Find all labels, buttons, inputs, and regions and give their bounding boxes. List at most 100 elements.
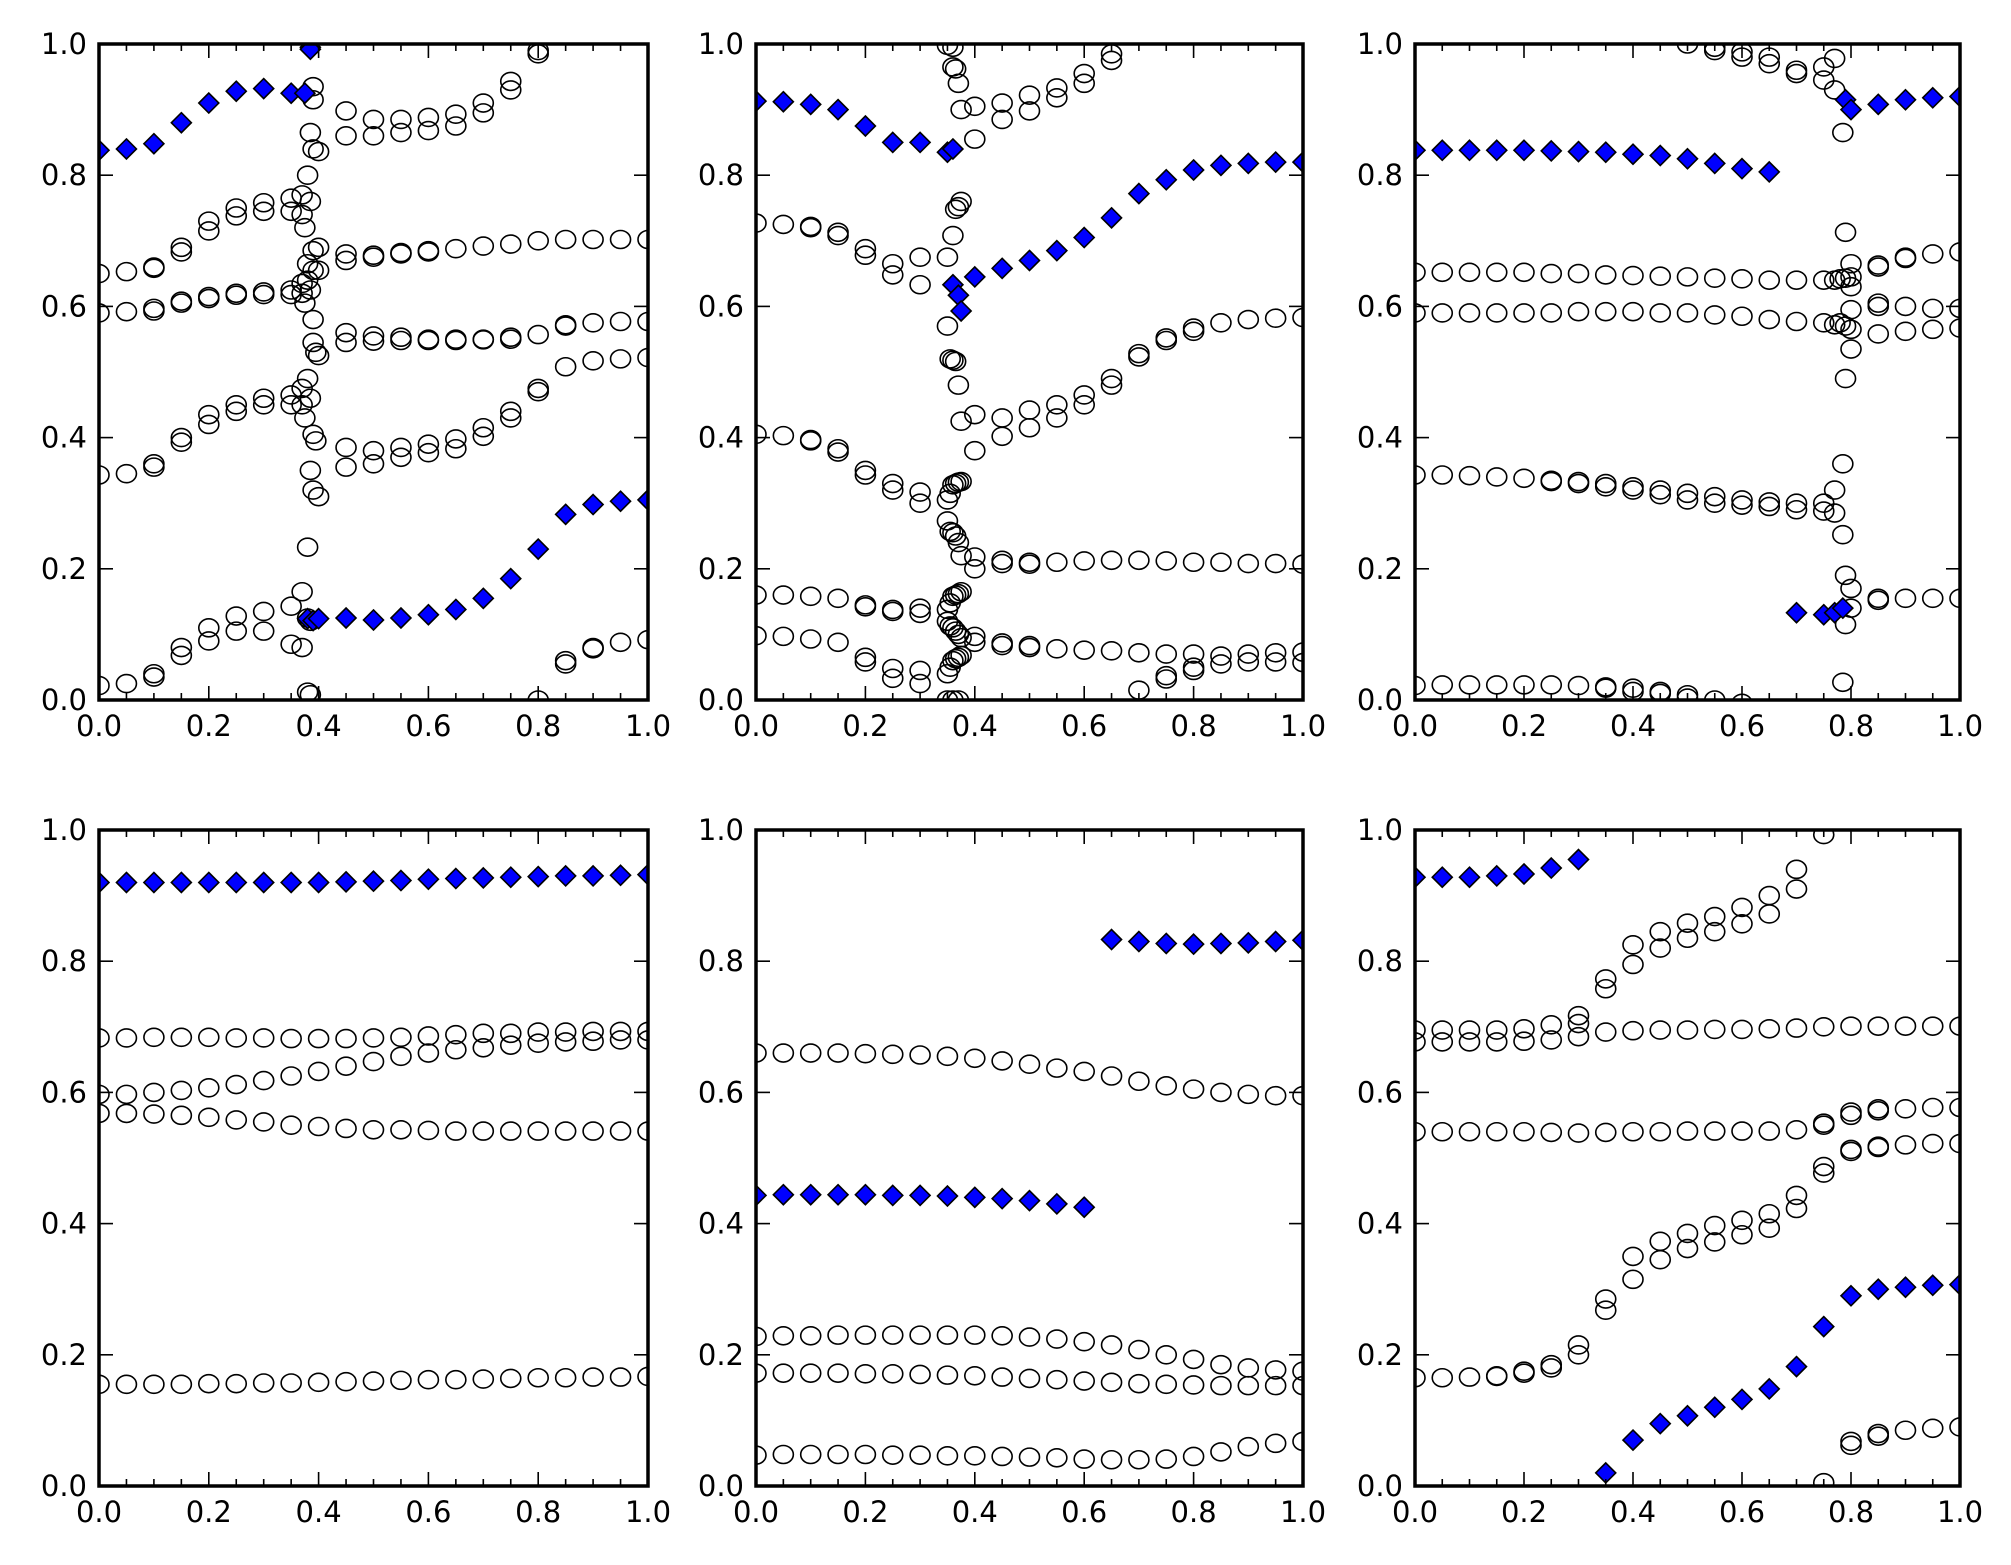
open-circle-point <box>1785 1198 1808 1219</box>
y-tick-label: 1.0 <box>698 813 744 847</box>
open-circle-point <box>225 285 248 306</box>
diamond-point <box>1649 144 1672 167</box>
open-circle-point <box>1676 303 1699 323</box>
open-circle-point <box>1100 368 1123 389</box>
open-circle-point <box>936 611 959 632</box>
diamond-point <box>1512 139 1536 162</box>
open-circle-point <box>225 198 248 218</box>
open-circle-point <box>1415 303 1426 323</box>
open-circle-point <box>1264 308 1287 329</box>
y-tick-label: 0.6 <box>698 289 744 323</box>
open-circle-point <box>1567 1345 1590 1365</box>
diamond-point <box>1540 856 1563 880</box>
diamond-point <box>142 132 166 155</box>
open-circle-point <box>472 236 495 256</box>
axes-frame <box>97 828 650 1488</box>
open-circle-point <box>417 242 440 262</box>
open-circle-point <box>143 457 165 477</box>
open-circle-point <box>772 1325 795 1346</box>
open-circle-point <box>1155 644 1178 664</box>
open-circle-point <box>1073 73 1095 94</box>
open-circle-point <box>1867 590 1890 611</box>
open-circle-point <box>756 1043 767 1063</box>
open-circle-point <box>909 660 931 681</box>
open-circle-point <box>1073 385 1095 405</box>
y-tick-label: 1.0 <box>1357 27 1403 61</box>
diamond-point <box>772 90 795 113</box>
open-circle-point <box>1921 298 1944 319</box>
open-circle-point <box>637 311 648 332</box>
open-circle-point <box>1182 644 1205 664</box>
open-circle-point <box>1731 495 1753 515</box>
open-circle-point <box>609 1021 632 1042</box>
open-circle-point <box>947 375 970 395</box>
open-circle-point <box>963 440 986 461</box>
open-circle-point <box>1431 1367 1454 1388</box>
open-circle-point <box>335 1371 357 1392</box>
open-circle-point <box>390 244 412 264</box>
open-circle-point <box>1567 473 1590 494</box>
open-circle-point <box>991 1325 1013 1346</box>
open-circle-point <box>1594 978 1617 999</box>
open-circle-point <box>1867 1426 1890 1446</box>
axes-frame <box>754 828 1305 1488</box>
open-circle-point <box>1812 1115 1835 1135</box>
open-circle-point <box>1703 906 1726 927</box>
open-circle-point <box>1823 48 1846 69</box>
open-circle-point <box>1832 454 1854 474</box>
open-circle-point <box>299 280 322 300</box>
diamond-point <box>527 865 550 888</box>
open-circle-point <box>1540 1122 1563 1143</box>
x-tick-label: 1.0 <box>1280 1495 1326 1529</box>
diamond-point <box>609 490 632 513</box>
open-circle-point <box>1731 1019 1753 1040</box>
open-circle-point <box>1703 1121 1726 1141</box>
open-circle-point <box>1513 303 1535 323</box>
open-circle-point <box>554 316 577 336</box>
open-circle-point <box>963 558 986 579</box>
open-circle-point <box>1155 330 1178 351</box>
open-circle-point <box>582 1031 604 1052</box>
open-circle-point <box>1046 78 1068 98</box>
open-circle-point <box>305 342 327 363</box>
open-circle-point <box>1649 921 1672 942</box>
open-circle-point <box>1703 493 1726 514</box>
open-circle-point <box>335 1118 357 1139</box>
x-tick-label: 0.0 <box>1392 709 1438 743</box>
open-circle-point <box>1949 1417 1960 1437</box>
open-circle-point <box>554 1121 577 1141</box>
axes-frame <box>1413 42 1962 702</box>
open-circle-point <box>390 109 412 130</box>
open-circle-point <box>390 1046 412 1067</box>
open-circle-point <box>1018 417 1041 438</box>
open-circle-point <box>1540 263 1563 284</box>
open-circle-point <box>170 432 193 452</box>
open-circle-point <box>1731 269 1753 289</box>
open-circle-point <box>252 284 275 305</box>
open-circle-point <box>1182 1079 1205 1099</box>
open-circle-point <box>115 1084 138 1105</box>
open-circle-point <box>942 350 964 370</box>
open-circle-point <box>1703 44 1726 61</box>
open-circle-point <box>1921 1133 1944 1154</box>
x-tick-label: 0.6 <box>1719 1495 1765 1529</box>
open-circle-point <box>1210 552 1232 573</box>
y-tick-label: 0.8 <box>698 158 744 192</box>
diamond-point <box>1431 139 1454 162</box>
open-circle-point <box>1949 588 1960 609</box>
open-circle-point <box>1622 301 1644 322</box>
open-circle-point <box>944 648 967 669</box>
open-circle-point <box>772 626 795 647</box>
open-circle-point <box>1703 1019 1726 1040</box>
open-circle-point <box>756 213 767 233</box>
open-circle-point <box>225 1028 248 1048</box>
open-circle-point <box>1513 1018 1535 1039</box>
y-tick-label: 0.2 <box>1357 1338 1403 1372</box>
open-circle-point <box>1758 53 1781 74</box>
y-tick-label: 0.4 <box>698 421 744 455</box>
x-tick-label: 0.2 <box>186 709 232 743</box>
diamond-point <box>941 137 965 161</box>
open-circle-point <box>1018 101 1041 121</box>
open-circle-point <box>772 1043 795 1063</box>
axes-frame <box>1413 828 1962 1488</box>
